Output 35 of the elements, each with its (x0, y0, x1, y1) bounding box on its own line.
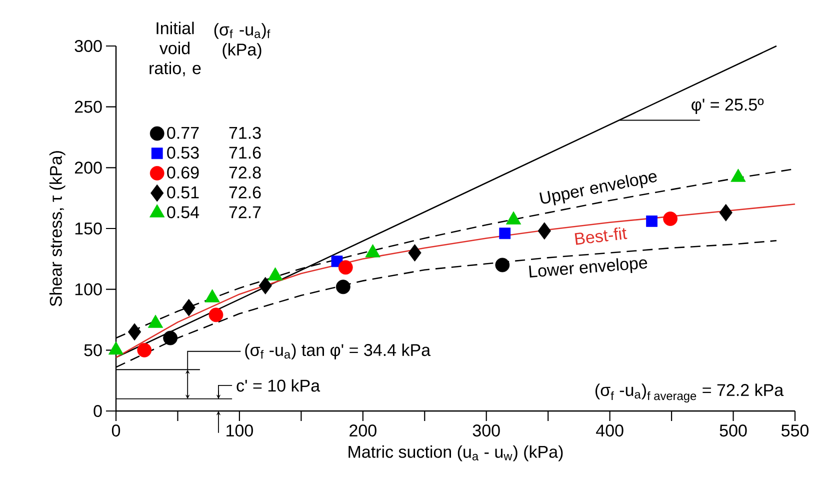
y-tick-label: 300 (74, 40, 102, 52)
x-tick-label: 500 (720, 424, 747, 437)
series-label: Lower envelope (529, 258, 648, 278)
annotation: c' = 10 kPa (236, 379, 320, 392)
x-axis-title: Matric suction (u$_{a}$ - u$_{w}$) (kPa) (348, 445, 563, 462)
annotation: 71.3 (229, 126, 261, 139)
y-tick-label: 50 (84, 344, 102, 356)
y-tick-label: 250 (74, 100, 102, 113)
annotation: $\text{(σ}_{\text{f}}\text{ -u}_{\text{a}}\text{)}_{\text{f average}}\text{ = 72.2 kPa}$ (596, 384, 784, 402)
x-tick-label: 400 (596, 424, 624, 437)
legend-label: 0.69 (167, 166, 199, 179)
annotation: 71.6 (229, 146, 261, 159)
annotation: 72.8 (229, 166, 261, 179)
x-tick-label: 0 (112, 424, 120, 437)
x-tick-label: 550 (782, 424, 809, 437)
legend-label: 0.77 (167, 126, 199, 139)
x-tick-label: 100 (226, 424, 253, 437)
legend-label: 0.51 (167, 186, 199, 198)
y-tick-label: 0 (94, 404, 102, 418)
y-tick-label: 200 (74, 162, 102, 174)
y-tick-label: 100 (75, 283, 102, 296)
x-tick-label: 200 (350, 424, 376, 437)
text: Upper envelope (540, 173, 657, 206)
y-axis-title: Shear stress, τ (kPa) (49, 151, 66, 306)
y-tick-label: 150 (75, 222, 102, 235)
legend-title: Initial void ratio, e (150, 22, 201, 76)
annotation: (σ$_{f}$ -u$_{a}$)$_{f}$ (kPa) (214, 23, 270, 59)
annotation: φ' = 25.5º (692, 98, 764, 114)
x-tick-label: 300 (472, 424, 500, 437)
legend-label: 0.54 (167, 206, 200, 218)
legend-label: 0.53 (167, 146, 199, 159)
annotation: 72.6 (229, 186, 261, 198)
annotation: (σ$_{f}$ -u$_{a}$) tan φ' = 34.4 kPa (245, 344, 431, 360)
annotation: 72.7 (229, 206, 261, 218)
text: Best-fit (574, 227, 628, 245)
